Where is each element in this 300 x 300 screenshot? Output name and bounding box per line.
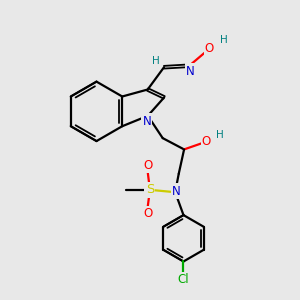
Text: N: N: [172, 184, 181, 197]
Text: O: O: [143, 159, 152, 172]
Text: N: N: [142, 115, 151, 128]
Text: H: H: [220, 35, 227, 46]
Text: H: H: [217, 130, 224, 140]
Text: H: H: [152, 56, 160, 66]
Text: O: O: [205, 42, 214, 55]
Text: Cl: Cl: [178, 273, 189, 286]
Text: O: O: [202, 135, 211, 148]
Text: S: S: [146, 183, 154, 196]
Text: O: O: [143, 207, 152, 220]
Text: N: N: [186, 64, 194, 78]
